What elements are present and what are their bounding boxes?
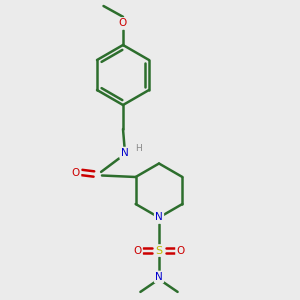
Text: O: O xyxy=(133,245,142,256)
Text: H: H xyxy=(136,144,142,153)
Text: N: N xyxy=(155,212,163,223)
Text: S: S xyxy=(155,245,163,256)
Text: O: O xyxy=(119,18,127,28)
Text: O: O xyxy=(176,245,185,256)
Text: N: N xyxy=(155,272,163,282)
Text: N: N xyxy=(121,148,128,158)
Text: O: O xyxy=(72,167,80,178)
